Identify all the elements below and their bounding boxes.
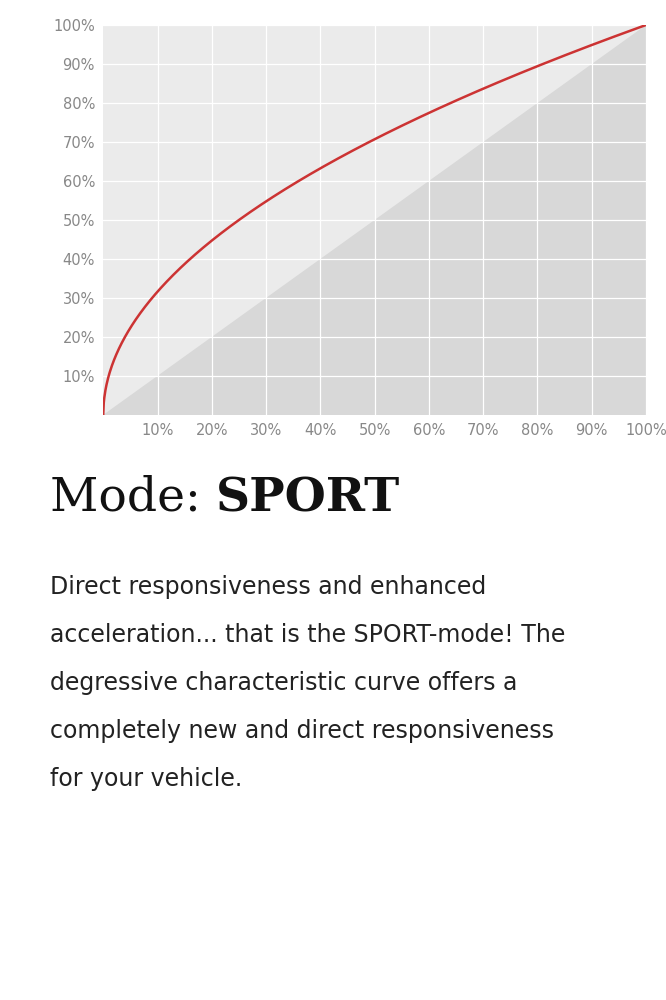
Text: acceleration... that is the SPORT-mode! The: acceleration... that is the SPORT-mode! …	[50, 623, 565, 647]
Text: SPORT: SPORT	[216, 475, 400, 521]
Text: degressive characteristic curve offers a: degressive characteristic curve offers a	[50, 671, 517, 695]
Polygon shape	[103, 25, 646, 415]
Text: Direct responsiveness and enhanced: Direct responsiveness and enhanced	[50, 575, 486, 599]
Text: for your vehicle.: for your vehicle.	[50, 767, 242, 791]
Text: completely new and direct responsiveness: completely new and direct responsiveness	[50, 719, 554, 743]
Text: Mode:: Mode:	[50, 475, 216, 520]
